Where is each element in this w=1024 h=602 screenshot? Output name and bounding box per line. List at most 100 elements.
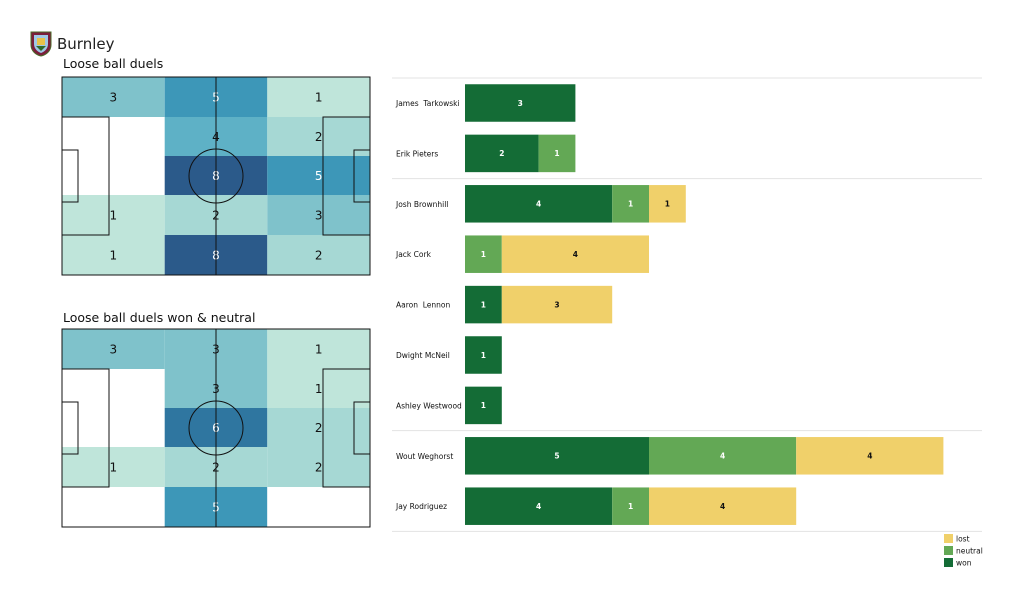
heatmap-cell-value: 3	[110, 343, 118, 357]
player-label: Erik Pieters	[396, 149, 438, 158]
bar-value-label: 1	[628, 502, 633, 511]
player-label: James Tarkowski	[395, 99, 460, 108]
player-label: Dwight McNeil	[396, 351, 450, 360]
legend-swatch-lost	[944, 534, 953, 543]
bar-segment-lost	[796, 437, 944, 475]
bar-segment-neutral	[612, 487, 649, 525]
bar-segment-neutral	[612, 185, 649, 223]
bar-segment-won	[465, 185, 613, 223]
center-circle	[188, 148, 244, 204]
bar-value-label: 4	[720, 452, 725, 461]
heatmap-cell	[267, 195, 370, 235]
heatmap-cell-value: 1	[315, 343, 323, 357]
legend-label: lost	[956, 535, 970, 544]
heatmap-cell	[62, 408, 165, 447]
heatmap-cell	[62, 447, 165, 487]
bar-segment-won	[465, 437, 649, 475]
bar-segment-won	[465, 386, 502, 425]
heatmap-cell	[267, 156, 370, 195]
heatmap-cell	[62, 117, 165, 156]
heatmap-cell	[62, 77, 165, 117]
legend-swatch-neutral	[944, 546, 953, 555]
bar-segment-won	[465, 336, 502, 374]
bar-value-label: 4	[867, 452, 872, 461]
heatmap-cell	[62, 195, 165, 235]
center-circle	[188, 400, 244, 456]
bar-value-label: 3	[518, 99, 523, 108]
player-label: Wout Weghorst	[396, 452, 453, 461]
heatmap-cell-value: 1	[315, 91, 323, 105]
left-goal-box	[61, 401, 79, 455]
heatmap-cell-value: 3	[110, 91, 118, 105]
bar-value-label: 1	[481, 300, 486, 309]
heatmap-cell	[267, 77, 370, 117]
bar-segment-lost	[501, 285, 613, 324]
bar-value-label: 4	[536, 502, 541, 511]
heatmap-title-all: Loose ball duels	[63, 56, 164, 71]
bar-value-label: 4	[536, 200, 541, 209]
heatmap-cell-value: 2	[315, 421, 323, 435]
heatmap-cell	[267, 447, 370, 487]
heatmap-cell	[62, 329, 165, 369]
legend-label: neutral	[956, 547, 983, 556]
player-label: Jack Cork	[395, 250, 432, 259]
legend-label: won	[956, 559, 972, 568]
bar-segment-lost	[501, 235, 649, 273]
bar-segment-won	[465, 84, 576, 122]
bar-segment-won	[465, 285, 502, 324]
player-duel-bar-chart: James Tarkowski 3 Erik Pieters 2 1 Josh Brown…	[392, 77, 982, 532]
burnley-crest-icon	[30, 31, 52, 57]
heatmap-cell	[62, 235, 165, 275]
heatmap-cell-value: 2	[315, 130, 323, 144]
bar-value-label: 1	[481, 401, 486, 410]
bar-value-label: 1	[481, 250, 486, 259]
bar-value-label: 2	[499, 149, 504, 158]
heatmap-cell	[267, 117, 370, 156]
heatmap-cell-value: 1	[315, 382, 323, 396]
bar-value-label: 1	[554, 149, 559, 158]
left-goal-box	[61, 149, 79, 203]
bar-value-label: 4	[573, 250, 578, 259]
bar-segment-won	[465, 487, 613, 525]
heatmap-loose-ball-duels: 3 5 14 28 51 2 31 8 2	[61, 76, 371, 276]
bar-segment-lost	[649, 185, 686, 223]
bar-segment-neutral	[465, 235, 502, 273]
heatmap-cell-value: 1	[110, 249, 118, 263]
player-label: Aaron Lennon	[396, 301, 451, 310]
bar-value-label: 1	[628, 200, 633, 209]
heatmap-loose-ball-duels-won-neutral: 3 3 13 16 21 2 25	[61, 328, 371, 528]
heatmap-cell-value: 2	[315, 461, 323, 475]
heatmap-cell	[267, 369, 370, 408]
bar-value-label: 1	[665, 200, 670, 209]
right-goal-box	[353, 401, 371, 455]
bar-segment-lost	[649, 487, 797, 525]
heatmap-cell	[62, 369, 165, 408]
heatmap-title-won-neutral: Loose ball duels won & neutral	[63, 310, 256, 325]
bar-segment-neutral	[649, 437, 797, 475]
legend-swatch-won	[944, 558, 953, 567]
player-label: Ashley Westwood	[396, 401, 462, 410]
bar-legend: lost neutral won	[944, 534, 983, 568]
heatmap-cell	[267, 408, 370, 447]
bar-value-label: 4	[720, 502, 725, 511]
heatmap-cell-value: 3	[315, 209, 323, 223]
heatmap-cell-value: 1	[110, 461, 118, 475]
bar-value-label: 3	[554, 300, 559, 309]
team-name: Burnley	[57, 35, 115, 53]
bar-value-label: 1	[481, 351, 486, 360]
heatmap-cell	[62, 487, 165, 527]
heatmap-cell	[267, 235, 370, 275]
team-header: Burnley	[30, 30, 114, 58]
heatmap-cell	[62, 156, 165, 195]
heatmap-cell-value: 1	[110, 209, 118, 223]
bar-segment-neutral	[538, 134, 576, 173]
right-goal-box	[353, 149, 371, 203]
bar-value-label: 5	[554, 452, 559, 461]
bar-segment-won	[465, 134, 539, 173]
heatmap-cell-value: 2	[315, 249, 323, 263]
player-label: Josh Brownhill	[395, 200, 448, 209]
heatmap-cell	[267, 487, 370, 527]
heatmap-cell-value: 5	[315, 169, 323, 183]
heatmap-cell	[267, 329, 370, 369]
